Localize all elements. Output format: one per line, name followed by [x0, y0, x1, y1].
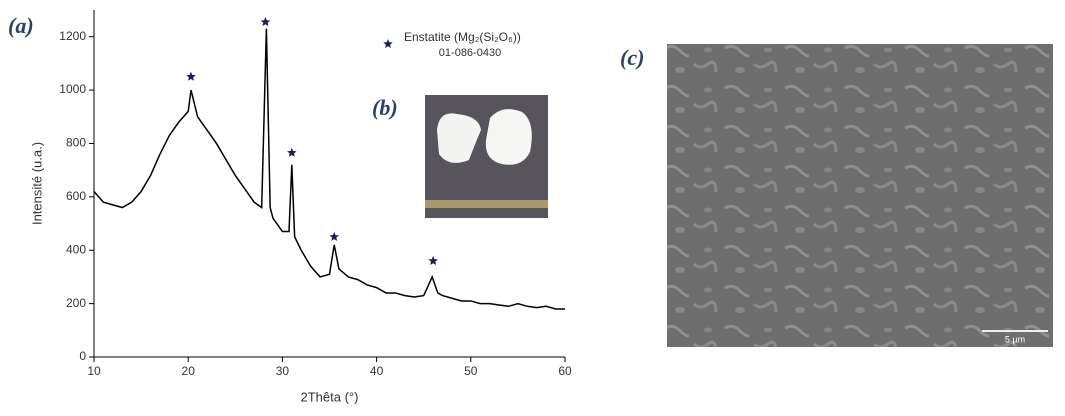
legend-subtitle: 01-086-0430	[439, 47, 501, 59]
peak-marker	[260, 17, 271, 27]
x-tick-label: 20	[182, 364, 196, 378]
x-tick-label: 10	[87, 364, 101, 378]
x-tick-label: 30	[276, 364, 290, 378]
sem-image: 5 µm	[667, 44, 1053, 347]
peak-marker	[287, 147, 297, 157]
x-tick-label: 60	[558, 364, 572, 378]
x-tick-label: 50	[464, 364, 478, 378]
legend-marker	[383, 39, 393, 48]
y-tick-label: 600	[66, 189, 86, 203]
panel-label: (c)	[620, 45, 644, 70]
y-tick-label: 0	[79, 349, 86, 363]
y-tick-label: 400	[66, 242, 86, 256]
peak-marker	[329, 231, 339, 241]
x-axis-title: 2Thêta (°)	[301, 389, 359, 404]
legend-label: Enstatite (Mg₂(Si₂O₆))	[404, 30, 521, 44]
photo	[425, 95, 548, 218]
y-axis-title: Intensité (u.a.)	[29, 142, 44, 225]
y-tick-label: 1000	[59, 82, 86, 96]
x-tick-label: 40	[370, 364, 384, 378]
panel-label: (a)	[8, 13, 34, 38]
line	[93, 28, 565, 310]
panel-label: (b)	[372, 95, 398, 120]
y-tick-label: 1200	[59, 29, 86, 43]
y-tick-label: 800	[66, 136, 86, 150]
peak-marker	[186, 71, 196, 81]
y-tick-label: 200	[66, 296, 86, 310]
scale-bar-label: 5 µm	[1005, 334, 1025, 344]
peak-marker	[428, 255, 438, 265]
